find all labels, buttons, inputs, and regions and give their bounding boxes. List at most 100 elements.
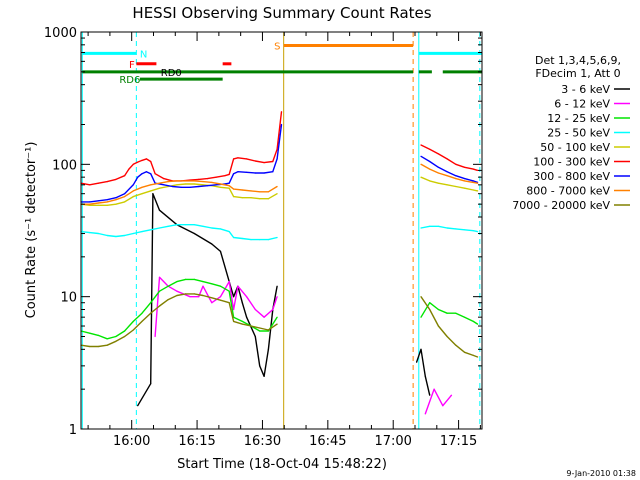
data-point-2-0-3 bbox=[106, 338, 108, 340]
data-point-7-0-10 bbox=[167, 181, 169, 183]
data-point-8-0-2 bbox=[97, 345, 99, 348]
flag-label-rd6: RD6 bbox=[119, 75, 140, 86]
data-point-1-0-5 bbox=[198, 296, 200, 298]
data-point-2-0-8 bbox=[150, 302, 152, 304]
date-stamp: 9-Jan-2010 01:38 bbox=[566, 469, 636, 478]
data-point-2-1-3 bbox=[446, 312, 448, 314]
data-point-0-0-0 bbox=[137, 405, 139, 407]
data-point-8-0-8 bbox=[150, 312, 152, 314]
series-line-7-0 bbox=[81, 180, 278, 205]
data-point-7-0-15 bbox=[211, 181, 213, 183]
data-point-6-0-8 bbox=[141, 173, 143, 175]
data-point-1-0-16 bbox=[276, 296, 278, 298]
data-point-1-0-10 bbox=[233, 308, 235, 311]
data-point-7-0-21 bbox=[259, 191, 261, 193]
data-point-0-0-1 bbox=[150, 383, 152, 385]
data-point-8-1-7 bbox=[477, 356, 479, 358]
x-tick-label-5: 17:15 bbox=[440, 434, 477, 449]
data-point-5-1-3 bbox=[446, 158, 448, 160]
data-point-4-0-5 bbox=[124, 201, 126, 203]
x-axis-label: Start Time (18-Oct-04 15:48:22) bbox=[177, 457, 387, 472]
data-point-2-1-7 bbox=[477, 323, 479, 325]
data-point-8-0-17 bbox=[228, 302, 230, 304]
data-point-8-1-3 bbox=[446, 335, 448, 338]
data-point-8-0-16 bbox=[219, 299, 222, 301]
data-point-6-0-4 bbox=[115, 197, 117, 199]
data-point-5-0-27 bbox=[272, 160, 274, 163]
data-point-5-0-20 bbox=[224, 175, 226, 177]
data-point-2-0-5 bbox=[124, 330, 126, 332]
data-point-1-0-8 bbox=[219, 296, 222, 298]
data-point-7-0-8 bbox=[150, 184, 152, 186]
series-line-3-1 bbox=[420, 225, 478, 233]
data-point-5-0-1 bbox=[89, 184, 91, 186]
data-point-1-1-2 bbox=[442, 405, 444, 407]
data-point-3-0-19 bbox=[241, 237, 243, 240]
data-point-3-1-7 bbox=[477, 231, 479, 233]
y-tick-label-0: 1 bbox=[69, 423, 77, 438]
data-point-7-0-22 bbox=[267, 191, 269, 193]
data-point-3-0-13 bbox=[193, 224, 195, 226]
data-point-6-1-4 bbox=[455, 175, 457, 177]
flag-label-f: F bbox=[129, 60, 135, 71]
data-point-6-0-12 bbox=[163, 184, 165, 186]
data-point-2-0-14 bbox=[202, 281, 204, 283]
series-2 bbox=[80, 278, 479, 340]
data-point-4-0-3 bbox=[106, 204, 108, 206]
legend-header-0: Det 1,3,4,5,6,9, bbox=[535, 54, 621, 67]
data-point-5-0-21 bbox=[228, 173, 230, 175]
series-line-5-1 bbox=[420, 144, 478, 172]
series-line-4-0 bbox=[80, 183, 278, 207]
data-point-8-0-23 bbox=[276, 323, 278, 325]
data-point-5-0-7 bbox=[132, 163, 134, 165]
data-point-0-0-16 bbox=[267, 348, 269, 350]
data-point-3-1-2 bbox=[437, 225, 439, 227]
data-point-6-0-1 bbox=[89, 201, 91, 203]
data-point-4-0-18 bbox=[233, 196, 235, 198]
data-point-4-0-2 bbox=[97, 204, 99, 206]
data-point-6-1-3 bbox=[446, 171, 448, 173]
data-point-7-1-6 bbox=[472, 181, 474, 183]
data-point-7-0-19 bbox=[241, 189, 243, 191]
series-line-6-1 bbox=[420, 155, 478, 184]
data-point-0-1-3 bbox=[429, 394, 431, 396]
data-point-0-1-2 bbox=[424, 375, 426, 377]
data-point-8-0-21 bbox=[259, 327, 261, 329]
data-point-3-0-11 bbox=[176, 224, 178, 226]
series-line-8-0 bbox=[80, 293, 278, 348]
data-point-7-0-18 bbox=[233, 188, 235, 190]
data-point-8-1-2 bbox=[437, 325, 439, 327]
data-point-7-0-13 bbox=[193, 180, 195, 182]
data-point-5-0-26 bbox=[263, 162, 265, 164]
x-tick-label-3: 16:45 bbox=[309, 434, 346, 449]
data-point-7-0-17 bbox=[228, 185, 230, 187]
data-point-8-0-19 bbox=[241, 323, 243, 325]
data-point-1-0-15 bbox=[272, 308, 274, 311]
data-point-8-0-9 bbox=[158, 305, 161, 307]
data-point-2-1-1 bbox=[429, 302, 431, 304]
data-point-0-0-9 bbox=[233, 296, 235, 298]
data-point-5-0-23 bbox=[237, 157, 239, 159]
data-point-3-0-6 bbox=[132, 232, 134, 235]
data-point-7-0-12 bbox=[185, 180, 187, 182]
data-point-6-0-16 bbox=[198, 185, 200, 188]
data-point-4-1-0 bbox=[420, 176, 422, 178]
data-point-8-0-12 bbox=[185, 293, 187, 295]
y-tick-label-1: 10 bbox=[60, 291, 77, 306]
data-point-8-0-22 bbox=[267, 329, 269, 331]
data-point-7-1-5 bbox=[464, 180, 466, 182]
data-point-7-0-6 bbox=[132, 190, 134, 192]
data-point-6-0-25 bbox=[263, 172, 265, 174]
data-point-7-0-9 bbox=[158, 182, 161, 184]
data-point-4-0-21 bbox=[259, 198, 261, 200]
series-8 bbox=[80, 293, 479, 358]
data-point-3-0-4 bbox=[115, 235, 117, 238]
series-1 bbox=[154, 276, 453, 415]
data-point-7-0-1 bbox=[89, 203, 91, 205]
data-point-8-0-11 bbox=[176, 294, 178, 297]
data-point-4-0-22 bbox=[267, 198, 269, 200]
data-point-7-0-20 bbox=[250, 190, 252, 192]
legend-entry-2: 12 - 25 keV bbox=[547, 112, 610, 125]
